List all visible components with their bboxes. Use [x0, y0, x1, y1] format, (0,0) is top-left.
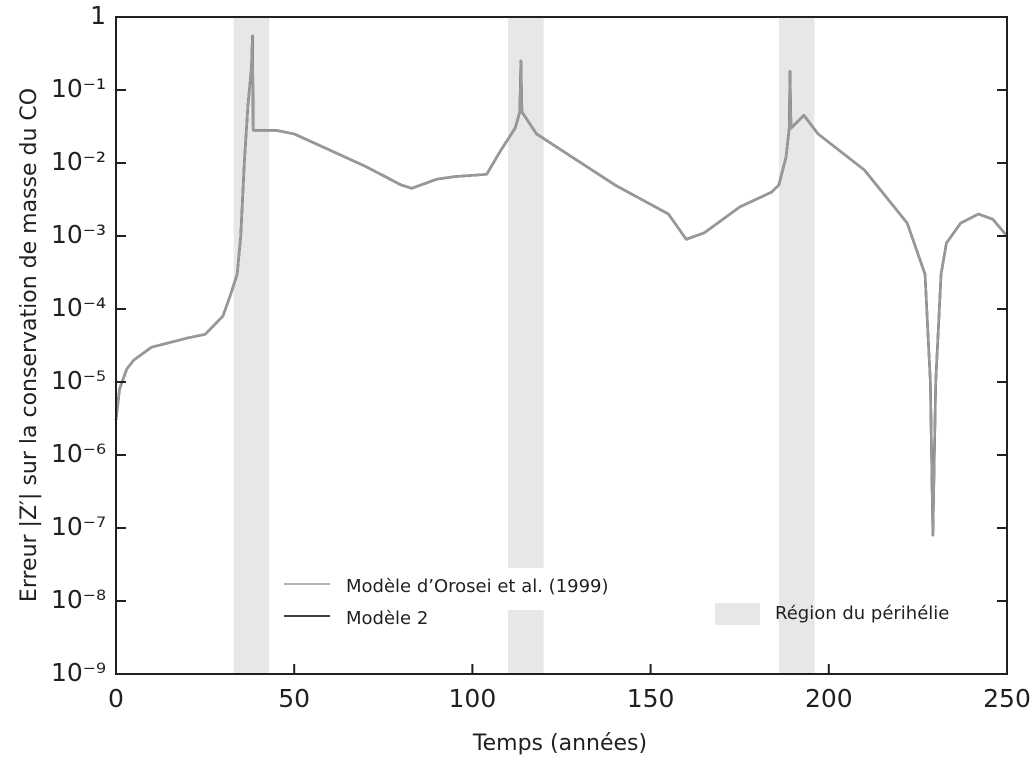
- y-tick-label: 10⁻⁸: [51, 585, 106, 614]
- y-tick-label: 10⁻⁷: [51, 512, 106, 541]
- y-tick-label: 10⁻²: [51, 147, 106, 176]
- regions: [233, 17, 815, 674]
- x-tick-label: 200: [805, 684, 853, 713]
- y-tick-label: 10⁻⁹: [51, 658, 106, 687]
- legend-label: Modèle 2: [346, 608, 428, 629]
- legend-swatch: [715, 603, 760, 625]
- y-tick-label: 10⁻¹: [51, 74, 106, 103]
- y-tick-label: 1: [90, 1, 106, 30]
- region: [508, 17, 544, 674]
- y-tick-label: 10⁻⁶: [51, 439, 106, 468]
- y-tick-label: 10⁻⁴: [51, 293, 106, 322]
- y-axis-label: Erreur |Z′| sur la conservation de masse…: [17, 88, 42, 602]
- series-line: [114, 34, 1008, 537]
- legend-label: Modèle d’Orosei et al. (1999): [346, 576, 609, 597]
- x-tick-label: 100: [449, 684, 497, 713]
- x-tick-label: 0: [108, 684, 124, 713]
- x-tick-label: 150: [627, 684, 675, 713]
- x-axis-label: Temps (années): [472, 731, 647, 756]
- lines: [114, 34, 1008, 537]
- region: [778, 17, 815, 674]
- legend-background: [278, 568, 570, 610]
- legend-label: Région du périhélie: [775, 603, 949, 624]
- y-tick-label: 10⁻³: [51, 220, 106, 249]
- x-tick-label: 50: [278, 684, 310, 713]
- region: [233, 17, 270, 674]
- plot-frame: [115, 16, 1008, 675]
- x-tick-label: 250: [983, 684, 1031, 713]
- y-tick-label: 10⁻⁵: [51, 366, 106, 395]
